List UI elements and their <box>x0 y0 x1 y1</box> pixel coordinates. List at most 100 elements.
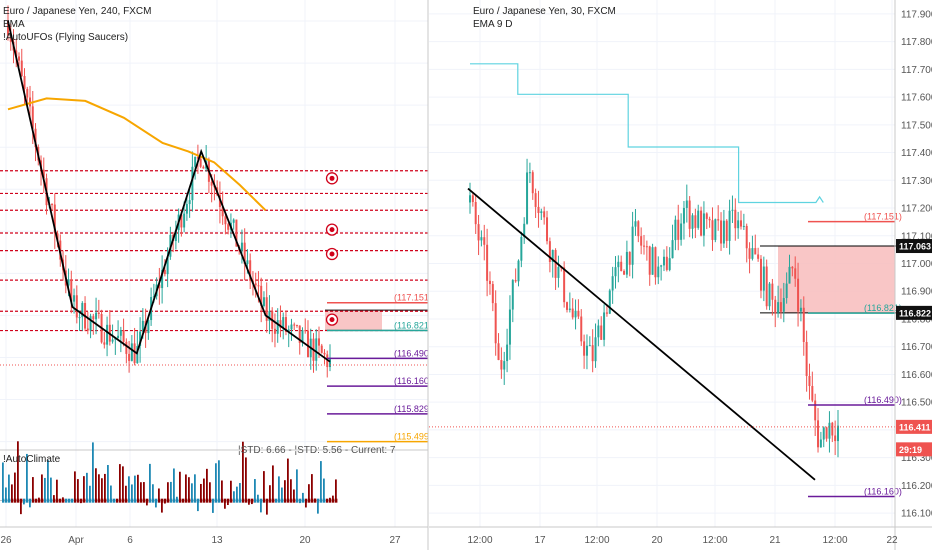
climate-base-block <box>86 498 89 503</box>
climate-base-block <box>236 498 239 503</box>
climate-histogram-bar <box>209 482 211 501</box>
climate-base-block <box>326 498 329 503</box>
ufo-marker-dot <box>329 251 335 257</box>
climate-base-block <box>284 498 287 503</box>
climate-base-block <box>23 498 26 503</box>
climate-histogram-bar <box>155 500 157 508</box>
ufo-marker-dot <box>329 175 335 181</box>
right-candle-body <box>799 307 802 312</box>
climate-base-block <box>146 498 149 503</box>
left-chart-panel[interactable]: (117.151) (116.821) (116.490) (116.160) (115… <box>0 0 470 550</box>
left-candle-body <box>130 343 133 361</box>
right-candle-body <box>708 218 711 221</box>
climate-histogram-bar <box>152 484 154 501</box>
right-candle-body <box>794 268 797 279</box>
right-candle-body <box>543 211 546 218</box>
right-candle-body <box>517 260 520 282</box>
right-candle-body <box>802 307 805 342</box>
climate-base-block <box>38 498 41 503</box>
right-candle-body <box>614 267 617 277</box>
climate-histogram-bar <box>92 442 94 501</box>
climate-histogram-bar <box>260 500 262 513</box>
left-candle-body <box>224 216 227 225</box>
climate-base-block <box>293 498 296 503</box>
climate-histogram-bar <box>179 471 181 501</box>
right-candle-body <box>648 246 651 275</box>
right-time-tick: 12:00 <box>584 535 609 546</box>
right-price-tag-box <box>896 305 932 320</box>
climate-histogram-bar <box>212 500 214 513</box>
climate-histogram-bar <box>218 460 220 501</box>
right-candle-body <box>548 241 551 262</box>
right-candle-body <box>680 223 683 240</box>
left-level-label: (115.829) <box>394 404 432 414</box>
left-candle-body <box>282 317 285 328</box>
right-candle-body <box>580 316 583 342</box>
right-candle-body <box>557 267 560 278</box>
right-candle-body <box>620 261 623 271</box>
climate-histogram-bar <box>32 477 34 501</box>
left-level-label: (116.160) <box>394 376 432 386</box>
left-candle-body <box>122 330 125 342</box>
climate-base-block <box>239 498 242 503</box>
right-price-tick: 117.100 <box>901 231 932 242</box>
left-candle-body <box>103 342 106 345</box>
left-plot-background[interactable] <box>0 0 428 450</box>
right-candle-body <box>651 247 654 275</box>
climate-base-block <box>53 498 56 503</box>
right-time-tick: 21 <box>769 535 781 546</box>
climate-base-block <box>218 498 221 503</box>
climate-histogram-bar <box>221 480 223 501</box>
right-candle-body <box>640 236 643 246</box>
climate-histogram-bar <box>110 485 112 501</box>
left-candle-body <box>161 270 164 289</box>
right-price-tick: 116.800 <box>901 314 932 325</box>
climate-base-block <box>11 498 14 503</box>
right-time-tick: 12:00 <box>467 535 492 546</box>
left-supply-zone <box>325 310 382 331</box>
right-chart-panel[interactable]: (117.151) (116.821) (116.490) (116.160) 117… <box>429 0 932 550</box>
right-candle-body <box>665 256 668 270</box>
right-candle-body <box>660 265 663 267</box>
right-candle-body <box>819 439 822 448</box>
climate-histogram-bar <box>203 478 205 501</box>
climate-base-block <box>221 498 224 503</box>
right-candle-body <box>483 237 486 245</box>
right-candle-body <box>623 270 626 275</box>
climate-base-block <box>311 498 314 503</box>
left-candle-body <box>265 297 268 321</box>
left-candle-body <box>317 338 320 346</box>
climate-histogram-bar <box>311 474 313 501</box>
climate-base-block <box>248 498 251 503</box>
climate-base-block <box>14 498 17 503</box>
climate-histogram-bar <box>332 495 334 501</box>
left-candle-body <box>111 339 114 342</box>
climate-histogram-bar <box>137 474 139 501</box>
right-candle-body <box>474 202 477 225</box>
right-level-label: (117.151) <box>864 212 902 222</box>
climate-base-block <box>308 498 311 503</box>
right-candle-body <box>668 258 671 270</box>
left-candle-body <box>260 285 263 307</box>
left-candle-body <box>106 324 109 345</box>
right-candle-body <box>608 290 611 314</box>
climate-base-block <box>149 498 152 503</box>
right-candle-body <box>717 219 720 221</box>
climate-base-block <box>185 498 188 503</box>
climate-base-block <box>278 498 281 503</box>
left-candle-body <box>235 219 238 247</box>
right-candle-body <box>480 237 483 241</box>
left-candle-body <box>89 316 92 331</box>
left-candle-body <box>67 279 70 286</box>
climate-histogram-bar <box>5 487 7 501</box>
climate-base-block <box>152 498 155 503</box>
left-candle-body <box>119 330 122 336</box>
climate-base-block <box>50 498 53 503</box>
right-candle-body <box>631 226 634 265</box>
climate-base-block <box>83 498 86 503</box>
left-time-tick: Apr <box>68 535 84 546</box>
right-candle-body <box>700 210 703 236</box>
climate-histogram-bar <box>149 463 151 501</box>
left-candle-body <box>287 329 290 332</box>
